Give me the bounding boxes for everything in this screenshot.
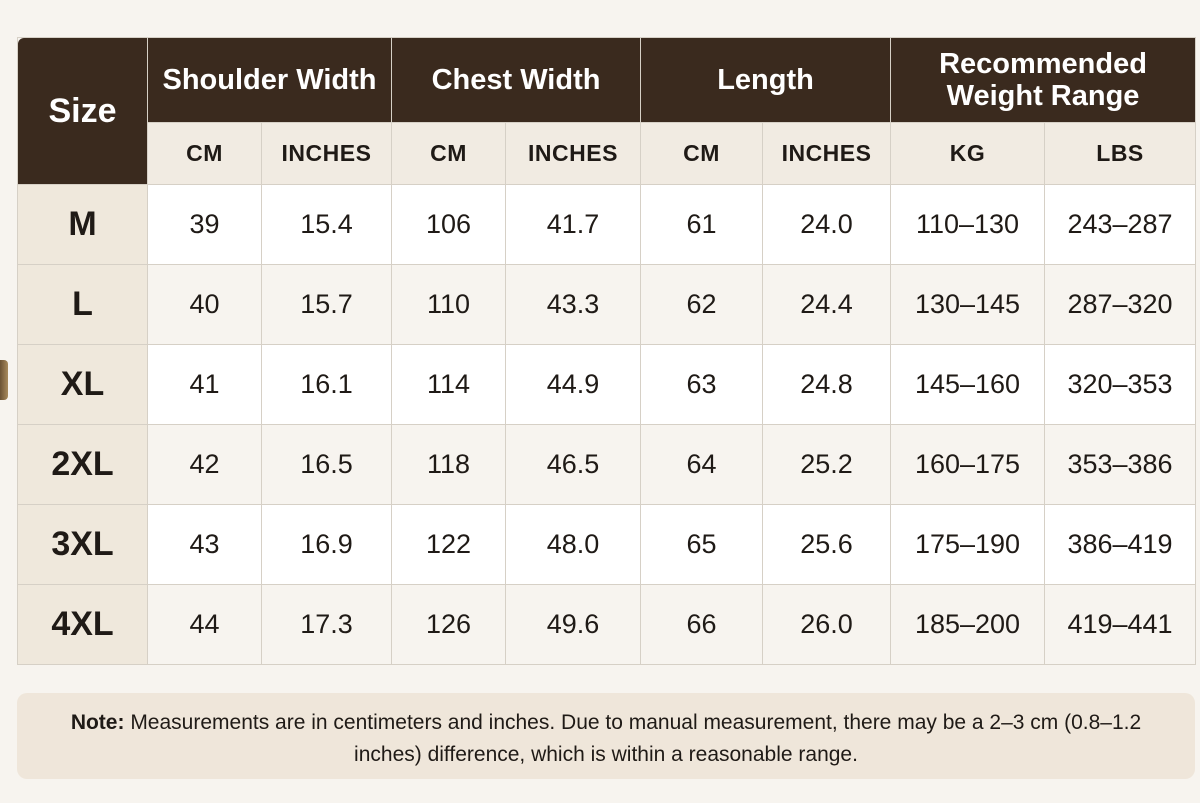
header-row-units: CM INCHES CM INCHES CM INCHES KG LBS — [18, 122, 1197, 185]
group-header-weight-range: Recommended Weight Range — [890, 37, 1197, 123]
size-chart-table: Size Shoulder Width Chest Width Length R… — [17, 37, 1197, 665]
table-row: 3XL 43 16.9 122 48.0 65 25.6 175–190 386… — [17, 504, 1197, 585]
table-cell: 25.2 — [762, 424, 892, 505]
table-cell: 48.0 — [504, 504, 642, 585]
edge-decoration — [0, 360, 8, 400]
table-cell: 40 — [147, 264, 262, 345]
table-cell: 63 — [640, 344, 764, 425]
table-cell: 175–190 — [890, 504, 1046, 585]
note-text: Measurements are in centimeters and inch… — [124, 711, 1142, 766]
size-header: Size — [17, 37, 148, 185]
table-cell: 24.8 — [762, 344, 892, 425]
table-cell: 26.0 — [762, 584, 892, 665]
table-cell: 15.4 — [261, 184, 392, 265]
table-cell: 185–200 — [890, 584, 1046, 665]
table-cell: 122 — [391, 504, 506, 585]
note-label: Note: — [70, 711, 125, 734]
unit-header: CM — [147, 122, 262, 185]
header-row-groups: Size Shoulder Width Chest Width Length R… — [17, 37, 1197, 185]
table-cell: 39 — [147, 184, 262, 265]
table-cell: 243–287 — [1044, 184, 1197, 265]
table-cell: 44.9 — [504, 344, 642, 425]
table-cell: 25.6 — [762, 504, 892, 585]
table-cell: 24.4 — [762, 264, 892, 345]
table-cell: 44 — [147, 584, 262, 665]
table-cell: 145–160 — [890, 344, 1046, 425]
table-row: 2XL 42 16.5 118 46.5 64 25.2 160–175 353… — [17, 424, 1197, 505]
table-cell: 320–353 — [1044, 344, 1197, 425]
size-label: 4XL — [17, 584, 148, 665]
table-cell: 110 — [391, 264, 506, 345]
table-cell: 41 — [147, 344, 262, 425]
table-cell: 16.1 — [261, 344, 392, 425]
unit-header: CM — [391, 122, 506, 185]
unit-header: CM — [640, 122, 764, 185]
table-cell: 419–441 — [1044, 584, 1197, 665]
size-label: 2XL — [17, 424, 148, 505]
table-cell: 65 — [640, 504, 764, 585]
table-row: XL 41 16.1 114 44.9 63 24.8 145–160 320–… — [17, 344, 1197, 425]
size-label: XL — [17, 344, 148, 425]
unit-header: INCHES — [762, 122, 892, 185]
table-cell: 130–145 — [890, 264, 1046, 345]
table-row: 4XL 44 17.3 126 49.6 66 26.0 185–200 419… — [17, 584, 1197, 665]
size-label: 3XL — [17, 504, 148, 585]
table-cell: 64 — [640, 424, 764, 505]
table-cell: 106 — [391, 184, 506, 265]
table-cell: 66 — [640, 584, 764, 665]
table-cell: 16.9 — [261, 504, 392, 585]
table-cell: 353–386 — [1044, 424, 1197, 505]
table-cell: 43.3 — [504, 264, 642, 345]
table-cell: 49.6 — [504, 584, 642, 665]
table-cell: 16.5 — [261, 424, 392, 505]
note-box: Note: Measurements are in centimeters an… — [17, 693, 1195, 779]
size-label: M — [17, 184, 148, 265]
unit-header: INCHES — [261, 122, 392, 185]
table-cell: 61 — [640, 184, 764, 265]
unit-header: KG — [890, 122, 1046, 185]
table-cell: 386–419 — [1044, 504, 1197, 585]
table-cell: 42 — [147, 424, 262, 505]
table-row: M 39 15.4 106 41.7 61 24.0 110–130 243–2… — [17, 184, 1197, 265]
table-cell: 24.0 — [762, 184, 892, 265]
size-label: L — [17, 264, 148, 345]
table-cell: 43 — [147, 504, 262, 585]
table-cell: 41.7 — [504, 184, 642, 265]
table-cell: 110–130 — [890, 184, 1046, 265]
table-cell: 46.5 — [504, 424, 642, 505]
unit-header: INCHES — [504, 122, 642, 185]
table-row: L 40 15.7 110 43.3 62 24.4 130–145 287–3… — [17, 264, 1197, 345]
table-cell: 160–175 — [890, 424, 1046, 505]
table-cell: 126 — [391, 584, 506, 665]
table-cell: 287–320 — [1044, 264, 1197, 345]
group-header-shoulder-width: Shoulder Width — [147, 37, 392, 123]
table-cell: 118 — [391, 424, 506, 505]
table-cell: 17.3 — [261, 584, 392, 665]
group-header-chest-width: Chest Width — [390, 37, 642, 123]
unit-header: LBS — [1044, 122, 1197, 185]
table-cell: 114 — [391, 344, 506, 425]
group-header-length: Length — [640, 37, 892, 123]
table-cell: 15.7 — [261, 264, 392, 345]
table-cell: 62 — [640, 264, 764, 345]
